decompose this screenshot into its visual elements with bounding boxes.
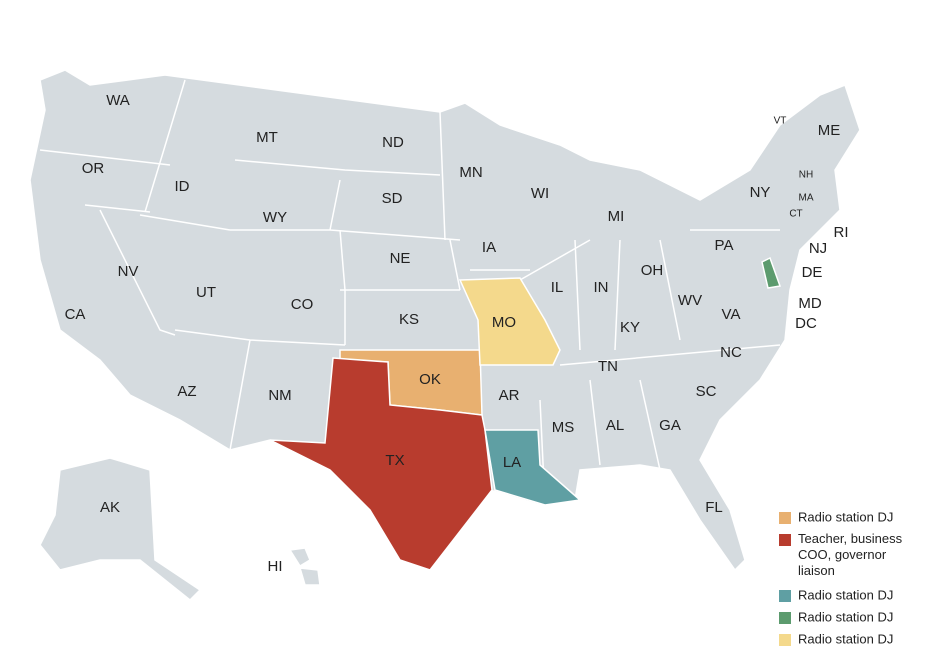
hawaii [298,567,321,586]
legend-swatch [779,612,791,624]
state-label: OK [419,371,441,388]
state-label: IN [594,279,609,296]
state-label: ID [175,178,190,195]
state-label: IA [482,239,496,256]
state-label: NV [118,263,139,280]
state-label: MO [492,314,516,331]
state-label: DC [795,315,817,332]
state-label: CO [291,296,314,313]
legend-swatch [779,534,791,546]
state-label: WY [263,209,287,226]
state-label: MT [256,129,278,146]
legend-label: Radio station DJ [798,631,893,646]
state-label: CA [65,306,86,323]
state-highlight [269,357,493,571]
state-label: HI [268,558,283,575]
state-label: AL [606,417,624,434]
state-label: AK [100,499,120,516]
state-label: MA [799,193,814,204]
state-label: NE [390,250,411,267]
state-label: NY [750,184,771,201]
state-label: ME [818,122,841,139]
state-label: PA [715,237,734,254]
state-label: NC [720,344,742,361]
state-label: MD [798,295,821,312]
legend-label: Radio station DJ [798,509,893,524]
state-label: KY [620,319,640,336]
alaska [39,457,202,602]
state-label: NH [799,170,813,181]
state-highlight [761,256,782,289]
state-label: TX [385,452,404,469]
state-label: VA [722,306,741,323]
state-label: DE [802,264,823,281]
state-label: RI [834,224,849,241]
state-label: GA [659,417,681,434]
state-label: TN [598,358,618,375]
state-label: NM [268,387,291,404]
state-borders [39,79,781,506]
state-label: UT [196,284,216,301]
state-label: IL [551,279,564,296]
state-label: FL [705,499,723,516]
state-label: ND [382,134,404,151]
state-label: VT [774,116,787,127]
state-label: SC [696,383,717,400]
state-label: MS [552,419,575,436]
state-label: LA [503,454,521,471]
legend-swatch [779,634,791,646]
legend-swatch [779,590,791,602]
state-label: KS [399,311,419,328]
state-label: WI [531,185,549,202]
state-highlight [458,277,561,366]
state-label: SD [382,190,403,207]
state-label: OR [82,160,105,177]
state-label: AR [499,387,520,404]
legend-label: Teacher, business COO, governor liaison [798,531,903,578]
state-label: OH [641,262,664,279]
state-highlight [484,429,582,506]
state-label: NJ [809,240,827,257]
legend-label: Radio station DJ [798,587,893,602]
state-label: MN [459,164,482,181]
legend-label: Radio station DJ [798,609,893,624]
state-label: WV [678,292,702,309]
state-label: WA [106,92,130,109]
legend-swatch [779,512,791,524]
state-label: CT [789,209,802,220]
state-label: MI [608,208,625,225]
hawaii [288,547,311,568]
state-label: AZ [177,383,196,400]
